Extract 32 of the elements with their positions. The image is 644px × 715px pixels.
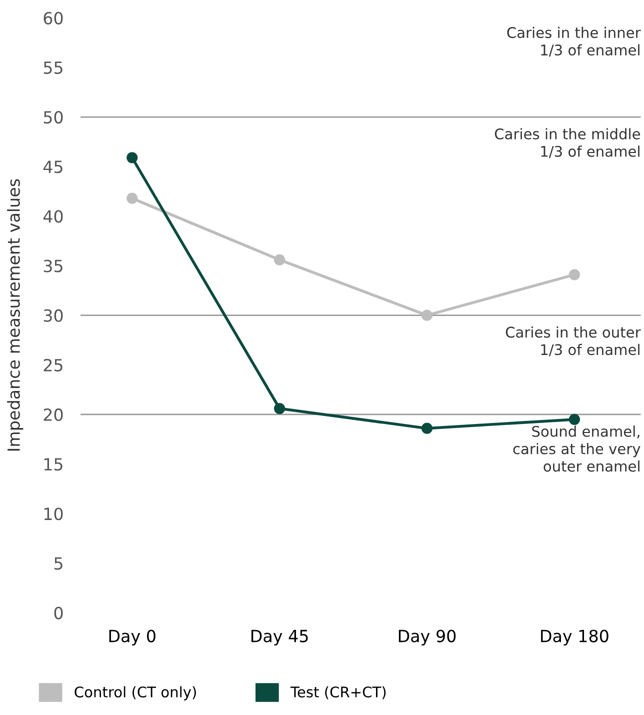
y-tick-label: 40 bbox=[43, 210, 63, 223]
y-axis-title: Impedance measurement values bbox=[7, 179, 24, 451]
ref-line-label: Caries in the outer 1/3 of enamel bbox=[506, 326, 641, 356]
point bbox=[421, 422, 433, 434]
y-tick-label: 45 bbox=[43, 160, 62, 174]
y-tick-label: 15 bbox=[44, 458, 62, 471]
legend-label: Control (CT only) bbox=[74, 686, 196, 700]
ref-line-label: Sound enamel, caries at the very outer enamel bbox=[513, 426, 640, 472]
y-tick-label: 35 bbox=[44, 260, 62, 272]
point bbox=[274, 254, 286, 266]
y-tick-label: 20 bbox=[44, 408, 63, 422]
point bbox=[568, 269, 580, 280]
x-tick-label: Day 90 bbox=[398, 630, 456, 646]
y-tick-label: 55 bbox=[44, 62, 62, 74]
y-tick-label: 5 bbox=[54, 557, 62, 570]
x-tick-label: Day 45 bbox=[251, 630, 308, 646]
point bbox=[421, 310, 433, 321]
ref-line-label: Caries in the middle 1/3 of enamel bbox=[494, 128, 640, 158]
y-tick-label: 30 bbox=[44, 309, 63, 322]
point bbox=[126, 192, 138, 204]
y-tick-label: 0 bbox=[54, 606, 63, 620]
point bbox=[126, 152, 138, 164]
y-tick-label: 50 bbox=[44, 110, 63, 124]
y-tick-label: 60 bbox=[44, 12, 63, 24]
x-tick-label: Day 180 bbox=[541, 630, 608, 646]
y-tick-label: 10 bbox=[44, 508, 63, 520]
annotation: Caries in the inner 1/3 of enamel bbox=[507, 26, 641, 57]
point bbox=[274, 402, 286, 414]
point bbox=[568, 414, 580, 425]
y-tick-label: 25 bbox=[44, 358, 62, 372]
x-tick-label: Day 0 bbox=[109, 630, 156, 646]
legend-label: Test (CR+CT) bbox=[290, 686, 386, 700]
